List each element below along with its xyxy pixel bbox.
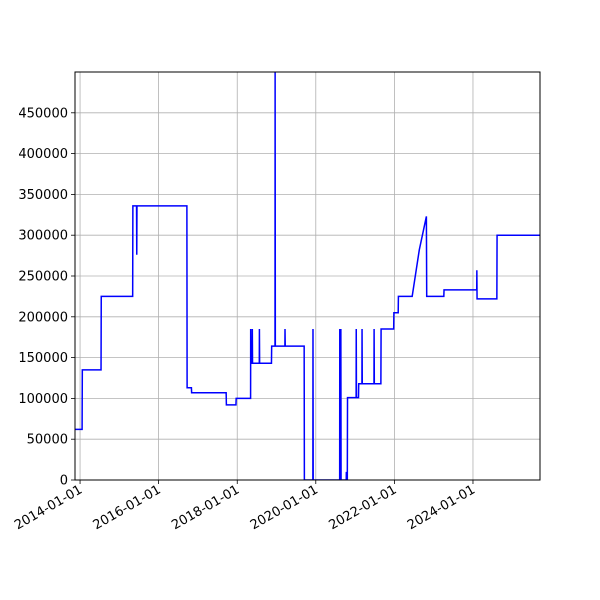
y-tick-label: 350000 [18, 188, 68, 203]
y-tick-label: 0 [60, 474, 68, 489]
y-tick-label: 150000 [18, 351, 68, 366]
y-tick-label: 250000 [18, 270, 68, 285]
y-axis: 0 50000 100000 150000 200000 250000 300000 3500… [18, 106, 75, 489]
series [75, 72, 540, 480]
y-tick-label: 200000 [18, 310, 68, 325]
series-line [75, 72, 540, 480]
y-tick-label: 50000 [27, 433, 68, 448]
grid [75, 72, 540, 481]
y-tick-label: 450000 [18, 106, 68, 121]
y-tick-label: 100000 [18, 392, 68, 407]
y-tick-label: 400000 [18, 147, 68, 162]
y-tick-label: 300000 [18, 229, 68, 244]
